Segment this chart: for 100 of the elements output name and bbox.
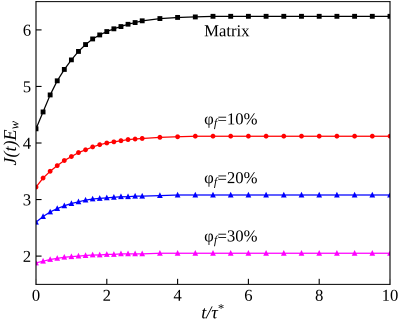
- point: [175, 134, 180, 140]
- point: [132, 20, 138, 25]
- point: [118, 24, 124, 29]
- point: [192, 250, 198, 256]
- point: [210, 134, 216, 139]
- x-tick-label: 6: [244, 290, 252, 301]
- point: [54, 78, 60, 84]
- point: [140, 18, 145, 24]
- point: [140, 136, 145, 141]
- point: [246, 250, 251, 256]
- point: [48, 168, 53, 174]
- point: [68, 57, 74, 62]
- x-tick-label: 2: [103, 290, 110, 301]
- point: [40, 109, 46, 114]
- point: [334, 250, 340, 256]
- point: [118, 138, 124, 144]
- point: [40, 258, 46, 264]
- point: [352, 14, 358, 19]
- point: [111, 194, 116, 200]
- point: [264, 134, 269, 139]
- point: [140, 251, 145, 256]
- x-tick-label: 8: [316, 290, 323, 301]
- point: [76, 199, 81, 204]
- point: [281, 134, 286, 139]
- point: [281, 14, 286, 19]
- y-tick-label: 4: [23, 138, 31, 149]
- point: [210, 250, 216, 256]
- point: [228, 14, 234, 19]
- point: [104, 29, 110, 34]
- point: [175, 15, 180, 20]
- point: [175, 250, 180, 256]
- x-tick-label: 4: [174, 290, 182, 301]
- point: [228, 250, 234, 256]
- point: [104, 140, 110, 146]
- point: [228, 134, 234, 139]
- point: [126, 22, 130, 27]
- point: [90, 36, 96, 42]
- point: [62, 158, 67, 163]
- y-axis-title: J(t)E$_{w}$: [3, 121, 20, 166]
- point: [264, 250, 269, 256]
- x-tick-label: 0: [32, 290, 40, 301]
- point: [316, 250, 322, 256]
- point: [192, 134, 198, 139]
- point: [246, 14, 251, 19]
- point: [264, 14, 269, 19]
- point: [132, 136, 138, 142]
- y-tick-label: 6: [24, 24, 31, 36]
- point: [126, 251, 130, 256]
- point: [299, 14, 304, 19]
- point: [97, 196, 102, 201]
- point: [192, 14, 198, 20]
- point: [54, 163, 60, 168]
- y-tick-label: 3: [24, 194, 30, 206]
- point: [132, 251, 138, 256]
- series-label: Matrix: [204, 25, 250, 36]
- point: [97, 32, 102, 38]
- point: [352, 134, 358, 139]
- x-axis-title: t/τ$^{*}$: [202, 304, 224, 318]
- point: [111, 139, 116, 144]
- point: [210, 14, 216, 19]
- point: [76, 150, 81, 156]
- point: [76, 48, 81, 54]
- point: [68, 154, 74, 160]
- point: [126, 137, 130, 142]
- point: [316, 134, 322, 139]
- point: [281, 250, 286, 256]
- point: [299, 250, 304, 256]
- y-tick-label: 2: [24, 250, 30, 262]
- point: [48, 92, 53, 98]
- point: [118, 251, 124, 256]
- series-label: φ$_{f}$=30%: [204, 230, 257, 246]
- point: [83, 42, 88, 48]
- point: [62, 67, 67, 72]
- point: [40, 176, 46, 180]
- series-label: φ$_{f}$=20%: [204, 172, 257, 188]
- point: [62, 203, 67, 208]
- point: [157, 134, 162, 140]
- y-tick-label: 5: [24, 81, 30, 92]
- point: [370, 134, 375, 139]
- point: [62, 254, 67, 260]
- line-series: [36, 250, 390, 266]
- point: [97, 142, 102, 148]
- point: [90, 144, 96, 150]
- point: [370, 250, 375, 256]
- x-tick-label: 10: [383, 290, 398, 301]
- point: [111, 26, 116, 32]
- point: [104, 195, 110, 200]
- point: [352, 250, 358, 256]
- point: [334, 14, 340, 19]
- point: [370, 14, 375, 19]
- point: [334, 134, 340, 139]
- point: [246, 134, 251, 139]
- point: [104, 252, 110, 257]
- point: [316, 14, 322, 19]
- point: [157, 16, 162, 22]
- point: [54, 256, 60, 261]
- series-label: φ$_{f}$=10%: [204, 113, 257, 130]
- point: [83, 147, 88, 152]
- point: [299, 134, 304, 139]
- point: [111, 252, 116, 257]
